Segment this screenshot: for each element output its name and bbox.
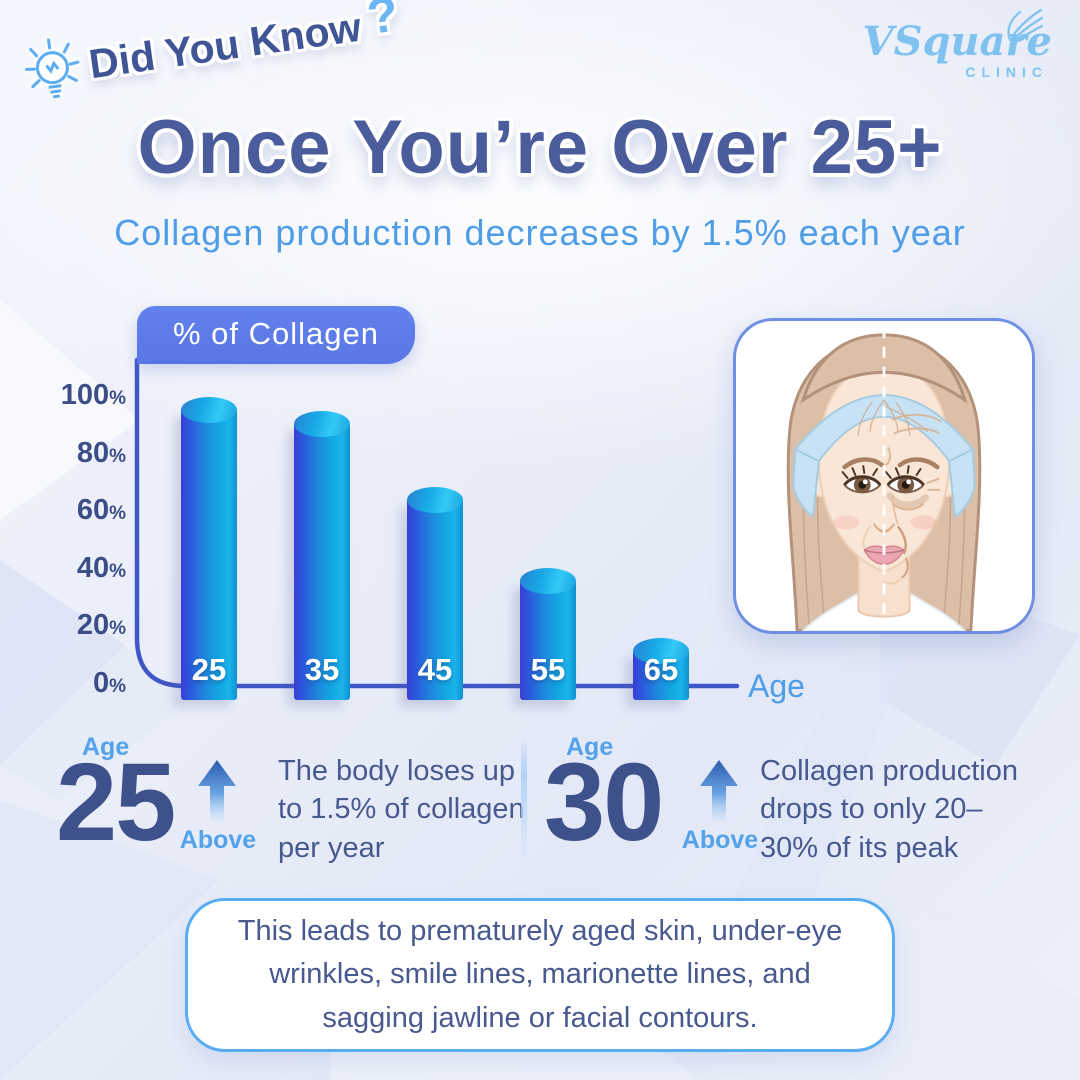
y-tick-60: 60% [76, 494, 126, 526]
section-divider [521, 736, 527, 864]
swan-icon [1007, 8, 1044, 43]
chart-bar: 55 [520, 568, 576, 700]
x-axis-label: Age [748, 668, 805, 704]
bar-age-label: 65 [643, 652, 679, 687]
bar-age-label: 45 [417, 652, 453, 687]
info-text: Collagen production drops to only 20–30%… [760, 755, 1018, 864]
chart-bar: 25 [181, 397, 237, 700]
page-subtitle: Collagen production decreases by 1.5% ea… [114, 212, 966, 253]
y-tick-0: 0% [92, 667, 126, 699]
did-you-know-badge: Did You Know ? [17, 0, 404, 110]
logo-subtitle: CLINIC [965, 64, 1048, 80]
chart-bar: 35 [294, 411, 350, 700]
bar-top-ellipse [633, 638, 689, 664]
bar-top-ellipse [407, 487, 463, 513]
bar-age-label: 55 [530, 652, 566, 687]
bar-top-ellipse [294, 411, 350, 437]
chart-bar: 45 [407, 487, 463, 700]
y-tick-20: 20% [76, 609, 126, 641]
age-number: 30 [544, 741, 664, 864]
info-text: The body loses up to 1.5% of collagen pe… [278, 755, 525, 864]
split-face-aging-illustration [786, 327, 982, 631]
conclusion-box: This leads to prematurely aged skin, und… [185, 898, 895, 1052]
age-number: 25 [56, 741, 176, 864]
above-label: Above [681, 826, 759, 854]
question-mark: ? [363, 0, 402, 46]
bar-age-label: 35 [304, 652, 340, 687]
conclusion-text: This leads to prematurely aged skin, und… [237, 914, 843, 1034]
face-illustration-card [733, 318, 1035, 634]
above-label: Above [179, 826, 257, 854]
y-tick-80: 80% [76, 437, 126, 469]
bar-top-ellipse [181, 397, 237, 423]
bar-age-label: 25 [191, 652, 227, 687]
bar-top-ellipse [520, 568, 576, 594]
up-arrow-icon [700, 760, 738, 822]
lightbulb-icon [24, 38, 80, 99]
clinic-logo: VSquare CLINIC [863, 8, 1052, 80]
chart-bar: 65 [633, 638, 689, 700]
age-label: Age [82, 733, 130, 761]
page-title: Once You’re Over 25+ [137, 105, 943, 190]
age-label: Age [566, 733, 614, 761]
y-tick-100: 100% [60, 379, 126, 411]
chart-title-badge: % of Collagen [137, 306, 416, 364]
y-tick-40: 40% [76, 552, 126, 584]
up-arrow-icon [198, 760, 236, 822]
collagen-chart: % of Collagen 100% 80% 60% 40% 20% 0% 25… [60, 300, 900, 710]
